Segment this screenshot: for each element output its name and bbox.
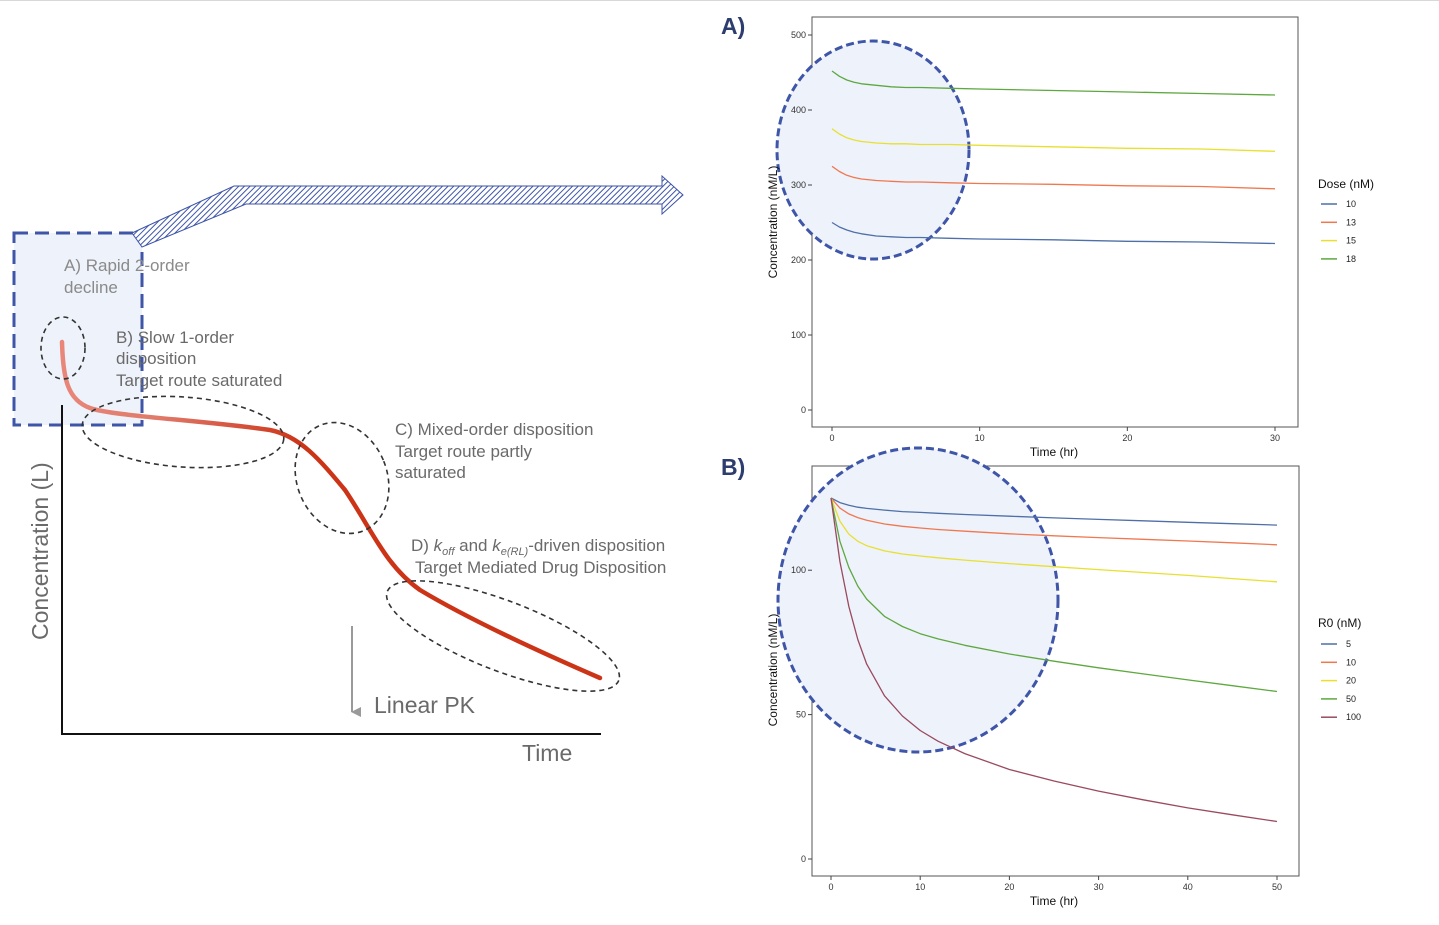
phase-d-label-line2: Target Mediated Drug Disposition [415, 558, 666, 577]
phase-c-ellipse [294, 421, 390, 535]
panel-b-x-tick-label: 40 [1183, 882, 1193, 892]
phase-a-label-line1: A) Rapid 2-order [64, 256, 190, 275]
phase-a-label-line2: decline [64, 278, 118, 297]
panel-b-y-tick-label: 100 [791, 565, 806, 575]
panel-b-label: B) [721, 454, 745, 480]
panel-a-series-15-line [831, 128, 1276, 152]
phase-d-ellipse [385, 580, 621, 692]
panel-b-highlight-ellipse [776, 446, 1060, 754]
panel-b-x-label: Time (hr) [1030, 894, 1078, 908]
phase-b-label-line3: Target route saturated [116, 371, 282, 390]
panel-a-legend-title: Dose (nM) [1318, 177, 1374, 191]
panel-b-legend-label-5: 5 [1346, 639, 1351, 649]
panel-b-x-tick-label: 30 [1094, 882, 1104, 892]
panel-b-y-label: Concentration (nM/L) [766, 614, 780, 727]
phase-b-label-line2: disposition [116, 349, 196, 368]
panel-a-series-10-line [831, 221, 1276, 245]
panel-b-y-tick-label: 0 [801, 854, 806, 864]
panel-b-legend-label-100: 100 [1346, 712, 1361, 722]
panel-a-y-tick-label: 500 [791, 30, 806, 40]
concentration-curve [59, 339, 603, 681]
linear-pk-label: Linear PK [374, 692, 476, 718]
panel-a-y-tick-label: 400 [791, 105, 806, 115]
panel-a-legend-label-13: 13 [1346, 217, 1356, 227]
panel-a-x-tick-label: 30 [1270, 433, 1280, 443]
panel-b-legend-title: R0 (nM) [1318, 616, 1361, 630]
panel-b-x-tick-label: 10 [915, 882, 925, 892]
schematic-x-label: Time [522, 740, 572, 766]
hatched-arrow [131, 174, 684, 248]
panel-a-y-tick-label: 100 [791, 330, 806, 340]
panel-b-chart: 0 10 20 30 40 50 0 50 100 [791, 497, 1282, 892]
panel-a-y-tick-label: 200 [791, 255, 806, 265]
panel-b-series-100-line [830, 497, 1278, 823]
panel-a-x-tick-label: 10 [975, 433, 985, 443]
panel-b-series-20-line [830, 497, 1278, 583]
panel-a-series-13-line [831, 165, 1276, 190]
panel-a-legend: 10 13 15 18 [1321, 199, 1356, 264]
panel-a-legend-label-15: 15 [1346, 236, 1356, 246]
panel-b-series-10-line [830, 497, 1278, 546]
panel-a-legend-label-18: 18 [1346, 254, 1356, 264]
highlight-box-a [12, 231, 144, 427]
panel-b-series-5-line [830, 497, 1278, 526]
panel-b-legend-label-50: 50 [1346, 694, 1356, 704]
top-divider [0, 0, 1439, 1]
panel-a-highlight-ellipse [775, 39, 971, 261]
panel-b-legend-label-20: 20 [1346, 676, 1356, 686]
panel-a-label: A) [721, 13, 745, 39]
panel-a-y-label: Concentration (nM/L) [766, 166, 780, 279]
panel-a-x-tick-label: 0 [829, 433, 834, 443]
panel-b-y-tick-label: 50 [796, 710, 806, 720]
schematic-y-label: Concentration (L) [27, 462, 53, 640]
panel-b-legend-label-10: 10 [1346, 657, 1356, 667]
chart-panel-b: B) 0 10 20 30 40 50 0 50 100 Time (hr) Concentra… [721, 446, 1361, 908]
panel-b-x-tick-label: 50 [1272, 882, 1282, 892]
panel-a-series-18-line [831, 70, 1276, 96]
phase-b-ellipse [81, 395, 285, 469]
panel-a-legend-label-10: 10 [1346, 199, 1356, 209]
phase-c-label-line2: Target route partly [395, 442, 533, 461]
panel-b-x-tick-label: 20 [1004, 882, 1014, 892]
panel-a-y-tick-label: 0 [801, 405, 806, 415]
panel-a-y-tick-label: 300 [791, 180, 806, 190]
panel-b-series-50-line [830, 497, 1278, 693]
phase-c-label-line3: saturated [395, 463, 466, 482]
phase-c-label-line1: C) Mixed-order disposition [395, 420, 593, 439]
phase-a-ellipse [40, 316, 86, 380]
phase-d-label-line1: D) koff and ke(RL)-driven disposition [411, 536, 665, 558]
panel-a-x-label: Time (hr) [1030, 445, 1078, 459]
phase-b-label-line1: B) Slow 1-order [116, 328, 234, 347]
panel-b-x-tick-label: 0 [828, 882, 833, 892]
panel-b-legend: 5 10 20 50 100 [1321, 639, 1361, 722]
panel-a-x-tick-label: 20 [1122, 433, 1132, 443]
schematic-panel: A) Rapid 2-order decline B) Slow 1-order… [12, 174, 684, 766]
